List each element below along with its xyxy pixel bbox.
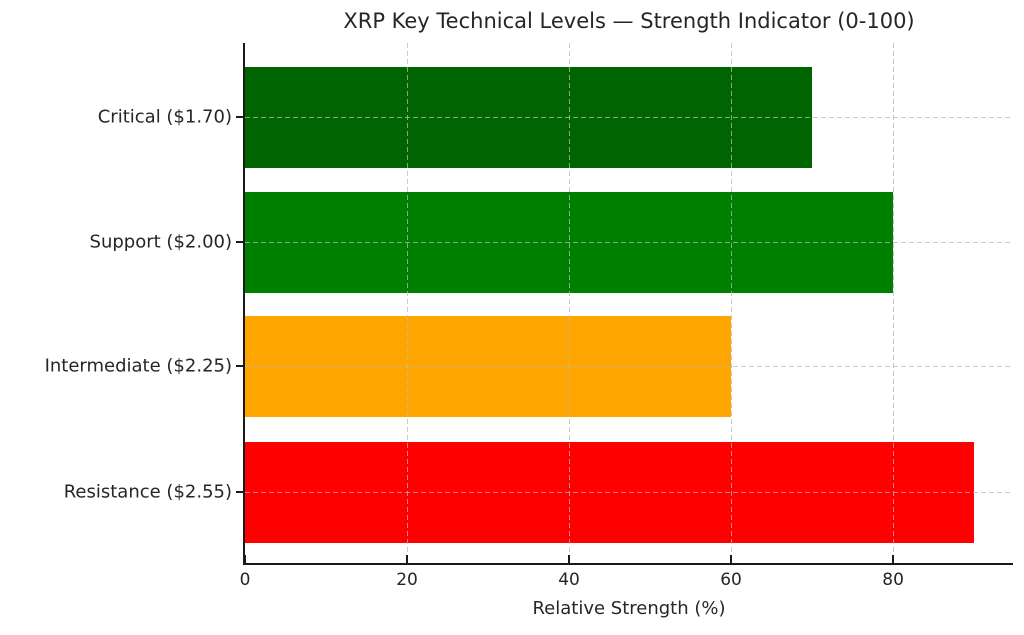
y-gridline (245, 365, 1013, 367)
y-tick-label: Resistance ($2.55) (63, 481, 232, 503)
x-tick-mark (892, 555, 895, 563)
x-tick-label: 40 (558, 570, 580, 590)
x-gridline (730, 43, 732, 563)
y-gridline (245, 241, 1013, 243)
x-gridline (568, 43, 570, 563)
x-tick-mark (730, 555, 733, 563)
x-tick-mark (244, 555, 246, 563)
y-axis-spine (243, 43, 245, 565)
y-tick-label: Critical ($1.70) (97, 106, 232, 128)
x-tick-label: 80 (882, 570, 904, 590)
x-tick-label: 0 (239, 570, 251, 590)
x-axis-label: Relative Strength (%) (532, 598, 726, 619)
x-gridline (406, 43, 408, 563)
y-tick-mark (236, 491, 243, 493)
y-gridline (245, 491, 1013, 493)
y-tick-mark (236, 365, 243, 367)
x-axis-spine (243, 563, 1013, 565)
plot-area (236, 43, 1013, 565)
x-gridline (892, 43, 894, 563)
y-tick-label: Intermediate ($2.25) (44, 355, 232, 377)
y-gridline (245, 116, 1013, 118)
x-tick-label: 60 (720, 570, 742, 590)
y-tick-mark (236, 116, 243, 118)
y-tick-label: Support ($2.00) (89, 231, 232, 253)
chart-title: XRP Key Technical Levels — Strength Indi… (343, 9, 915, 33)
x-tick-label: 20 (396, 570, 418, 590)
x-tick-mark (568, 555, 571, 563)
y-tick-mark (236, 241, 243, 243)
x-tick-mark (406, 555, 409, 563)
